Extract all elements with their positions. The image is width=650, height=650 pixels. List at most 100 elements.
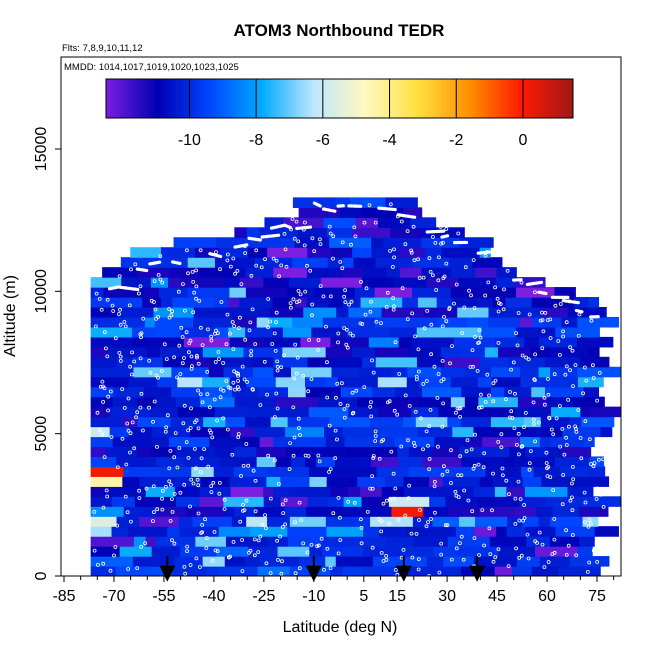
heat-cell <box>562 426 602 438</box>
track-point <box>533 378 537 383</box>
track-point <box>362 385 367 390</box>
track-point <box>212 530 217 534</box>
track-point <box>588 521 593 526</box>
heat-cell <box>459 346 486 358</box>
track-point <box>369 299 374 304</box>
heat-cell <box>406 376 420 388</box>
track-point <box>429 322 434 327</box>
track-point <box>128 450 132 455</box>
track-segment <box>208 252 223 259</box>
track-point <box>335 381 340 386</box>
track-point <box>128 364 133 369</box>
track-point <box>198 248 203 253</box>
heat-cell <box>151 546 181 557</box>
colorbar-swatch <box>492 79 497 118</box>
track-point <box>186 271 190 276</box>
track-point <box>371 370 376 375</box>
track-point <box>573 424 577 429</box>
colorbar-swatch <box>532 79 537 118</box>
heat-cell <box>494 566 513 576</box>
heat-cell <box>90 536 135 547</box>
heat-cell <box>567 486 594 497</box>
track-point <box>216 350 221 354</box>
track-point <box>192 290 197 295</box>
heat-cell <box>282 326 312 338</box>
track-point <box>406 438 410 443</box>
track-point <box>224 379 229 383</box>
track-point <box>204 546 209 550</box>
heat-cell <box>490 366 521 378</box>
track-point <box>359 541 364 546</box>
heat-cell <box>544 316 562 328</box>
colorbar-swatch <box>286 79 290 118</box>
heat-cell <box>478 396 519 408</box>
heat-cell <box>230 426 256 438</box>
heat-cell <box>243 346 283 358</box>
heat-cell <box>531 386 546 398</box>
heat-cell <box>122 476 140 487</box>
track-point <box>189 354 194 359</box>
heat-cell <box>266 476 281 487</box>
track-point <box>358 517 363 522</box>
heat-cell <box>180 326 217 338</box>
heat-cell <box>90 546 121 557</box>
track-point <box>231 347 236 351</box>
track-point <box>533 290 537 295</box>
track-point <box>147 405 151 410</box>
heat-cell <box>579 506 609 517</box>
track-segment <box>321 207 337 213</box>
track-point <box>583 520 587 525</box>
colorbar-swatch <box>482 79 487 118</box>
heat-cell <box>306 297 330 308</box>
y-tick-label: 10000 <box>33 269 50 314</box>
track-point <box>576 333 581 338</box>
track-point <box>268 496 273 501</box>
colorbar-swatch <box>506 79 511 118</box>
heat-cell <box>203 386 233 398</box>
track-point <box>266 453 271 458</box>
track-point <box>235 268 240 273</box>
colorbar-swatch <box>186 79 190 118</box>
track-point <box>533 352 537 357</box>
track-point <box>178 372 183 376</box>
track-point <box>230 452 235 457</box>
heat-cell <box>325 436 346 448</box>
track-point <box>336 331 341 336</box>
track-point <box>184 248 189 253</box>
track-point <box>296 288 301 293</box>
track-point <box>523 410 528 415</box>
colorbar-swatch <box>329 79 334 118</box>
track-point <box>221 361 226 365</box>
heat-cell <box>117 306 155 318</box>
colorbar-swatch <box>396 79 401 118</box>
track-point <box>573 363 578 368</box>
track-point <box>411 224 416 229</box>
track-point <box>182 482 187 487</box>
track-point <box>558 352 562 357</box>
heat-cell <box>267 247 308 258</box>
track-point <box>532 417 536 422</box>
track-point <box>331 256 335 261</box>
heat-cell <box>410 217 437 228</box>
track-point <box>182 403 187 408</box>
heat-cell <box>337 376 379 388</box>
heat-cell <box>254 426 286 438</box>
track-point <box>177 343 182 348</box>
colorbar-swatch <box>459 79 464 118</box>
heat-cell <box>136 267 171 278</box>
heat-cell <box>103 316 146 328</box>
colorbar-swatch <box>529 79 534 118</box>
track-segment <box>283 223 293 230</box>
heat-cell <box>197 267 234 278</box>
heat-cell <box>473 426 518 438</box>
heat-cell <box>533 466 561 477</box>
track-point <box>395 412 400 417</box>
track-point <box>303 289 308 294</box>
colorbar-swatch <box>469 79 474 118</box>
track-point <box>564 528 568 533</box>
track-point <box>566 397 570 402</box>
heat-cell <box>489 536 527 547</box>
track-point <box>327 423 332 428</box>
heat-cell <box>398 247 426 258</box>
track-point <box>215 418 220 423</box>
